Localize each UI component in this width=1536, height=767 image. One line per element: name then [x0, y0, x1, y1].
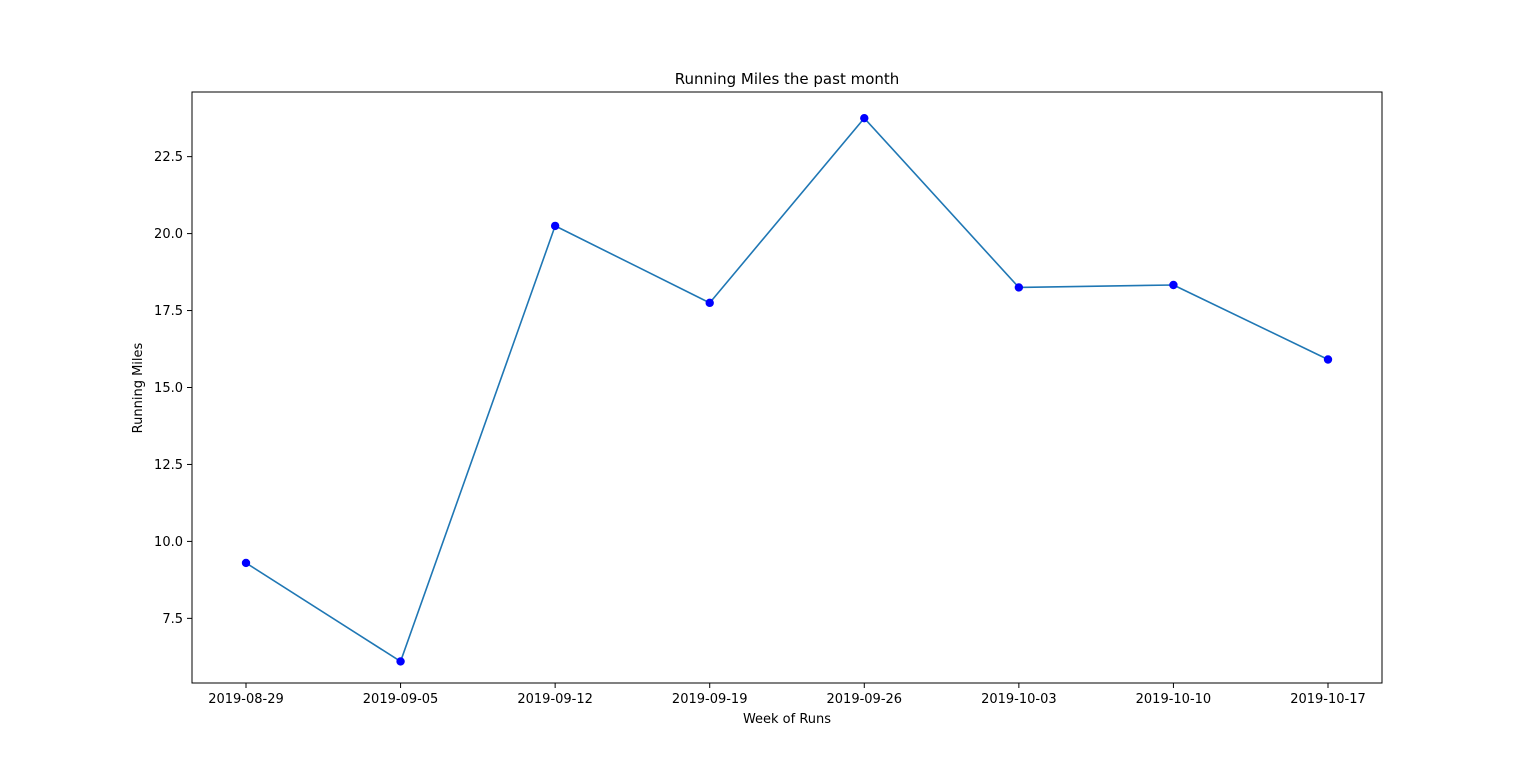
data-point	[241, 558, 251, 568]
y-tick-label: 7.5	[162, 612, 183, 627]
series-group	[241, 113, 1333, 666]
chart-title: Running Miles the past month	[675, 70, 900, 88]
data-point	[1014, 283, 1024, 292]
y-axis-label: Running Miles	[131, 342, 146, 433]
x-tick-label: 2019-10-03	[981, 692, 1057, 707]
y-tick-label: 15.0	[154, 381, 183, 396]
data-point	[860, 113, 869, 123]
data-point	[705, 298, 714, 308]
x-tick-label: 2019-09-26	[827, 692, 903, 707]
x-tick-label: 2019-09-12	[517, 692, 593, 707]
x-tick-label: 2019-10-17	[1290, 692, 1366, 707]
y-tick-label: 17.5	[154, 304, 183, 319]
x-tick-label: 2019-08-29	[208, 692, 284, 707]
data-point	[1323, 355, 1333, 364]
x-axis-label: Week of Runs	[743, 712, 831, 727]
y-tick-label: 10.0	[154, 535, 183, 550]
x-tick-label: 2019-10-10	[1136, 692, 1212, 707]
x-axis: 2019-08-29 2019-09-05 2019-09-12 2019-09-19…	[208, 683, 1366, 707]
y-tick-label: 22.5	[154, 150, 183, 165]
data-point	[550, 221, 560, 231]
y-tick-label: 20.0	[154, 227, 183, 242]
x-tick-label: 2019-09-19	[672, 692, 748, 707]
series-line	[245, 117, 1329, 663]
y-tick-label: 12.5	[154, 458, 183, 473]
y-axis: 7.5 10.0 12.5 15.0 17.5 20.0 22.5	[154, 150, 192, 627]
data-point	[396, 657, 405, 666]
data-point	[1169, 280, 1178, 290]
plot-area	[191, 91, 1383, 684]
x-tick-label: 2019-09-05	[363, 692, 439, 707]
